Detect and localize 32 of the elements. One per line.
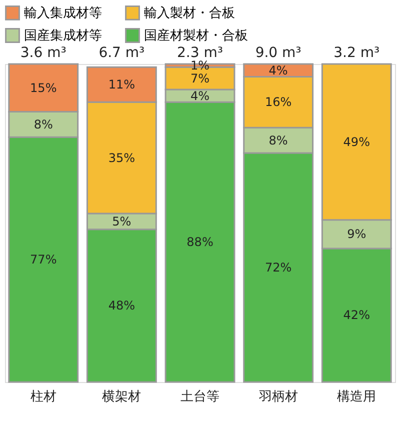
data-label: 5%: [112, 214, 132, 228]
x-tick-label: 柱材: [30, 390, 56, 404]
data-label: 8%: [34, 117, 53, 132]
data-label: 1%: [190, 58, 210, 73]
text: 6.7 m³: [98, 45, 145, 61]
legend-label: 輸入製材・合板: [144, 6, 235, 21]
data-label: 72%: [264, 260, 292, 275]
data-label: 4%: [190, 88, 210, 103]
legend-label: 国産集成材等: [24, 28, 102, 44]
data-label: 4%: [268, 63, 288, 78]
data-label: 77%: [30, 252, 57, 267]
text: 3.2 m³: [334, 45, 380, 61]
x-tick-label: 構造用: [337, 390, 376, 404]
data-label: 48%: [108, 298, 136, 313]
data-label: 49%: [343, 134, 370, 149]
data-label: 9%: [347, 227, 366, 242]
data-label: 88%: [186, 235, 214, 250]
legend-label: 輸入集成材等: [24, 6, 102, 21]
data-label: 15%: [30, 80, 57, 95]
legend-label: 国産材製材・合板: [144, 28, 248, 44]
data-label: 35%: [108, 150, 136, 165]
data-label: 42%: [343, 308, 370, 322]
data-label: 16%: [264, 95, 292, 110]
text: 3.6 m³: [20, 45, 66, 61]
x-tick-label: 羽柄材: [258, 390, 298, 404]
data-label: 7%: [190, 71, 210, 86]
data-label: 11%: [108, 78, 136, 92]
data-label: 8%: [268, 133, 288, 148]
text: 9.0 m³: [255, 45, 302, 61]
x-tick-label: 横架材: [102, 390, 142, 404]
text: 2.3 m³: [177, 45, 223, 61]
x-tick-label: 土台等: [180, 390, 220, 404]
